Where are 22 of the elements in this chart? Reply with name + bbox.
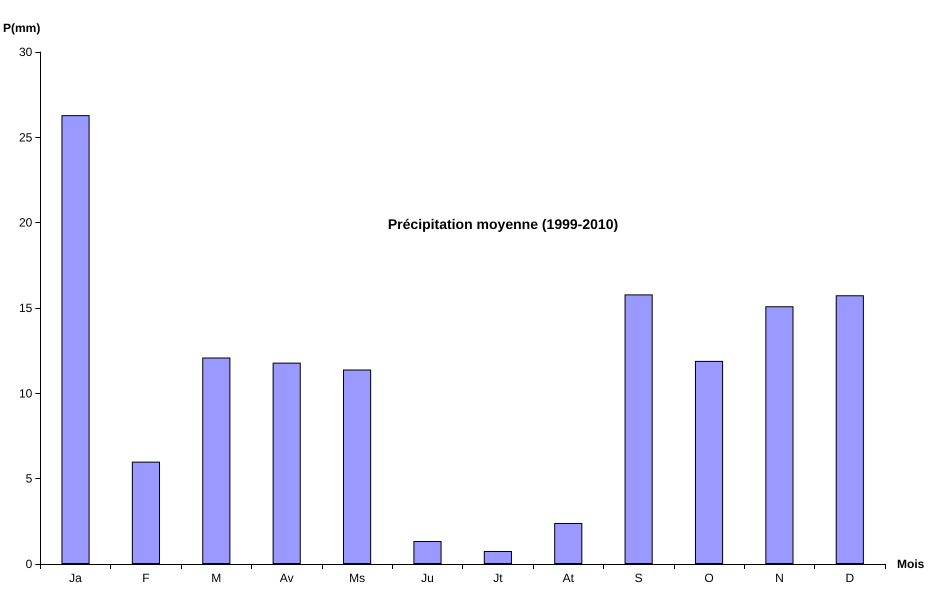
x-tick-label: F	[142, 571, 150, 585]
x-tick-label: Jt	[493, 571, 504, 585]
y-axis-title: P(mm)	[2, 21, 40, 35]
x-tick-label: At	[562, 571, 575, 585]
y-tick-label: 20	[18, 216, 33, 230]
x-tick-label: M	[211, 571, 222, 585]
x-tick-label: Av	[280, 571, 294, 585]
y-tick-label: 10	[18, 386, 33, 400]
y-tick-label: 25	[18, 130, 33, 144]
x-tick-label: Ju	[421, 571, 434, 585]
y-tick-label: 5	[26, 472, 33, 486]
x-axis-title: Mois	[897, 557, 925, 571]
x-tick-label: Ja	[69, 571, 82, 585]
text: Précipitation moyenne (1999-2010)	[388, 216, 618, 232]
y-tick-label: 15	[18, 301, 33, 315]
x-tick-label: Ms	[349, 571, 366, 585]
x-tick-label: D	[845, 571, 854, 585]
y-tick-label: 30	[18, 45, 33, 59]
y-tick-label: 0	[26, 557, 33, 571]
x-tick-label: O	[704, 571, 714, 585]
x-tick-label: S	[634, 571, 643, 585]
x-tick-label: N	[775, 571, 784, 585]
